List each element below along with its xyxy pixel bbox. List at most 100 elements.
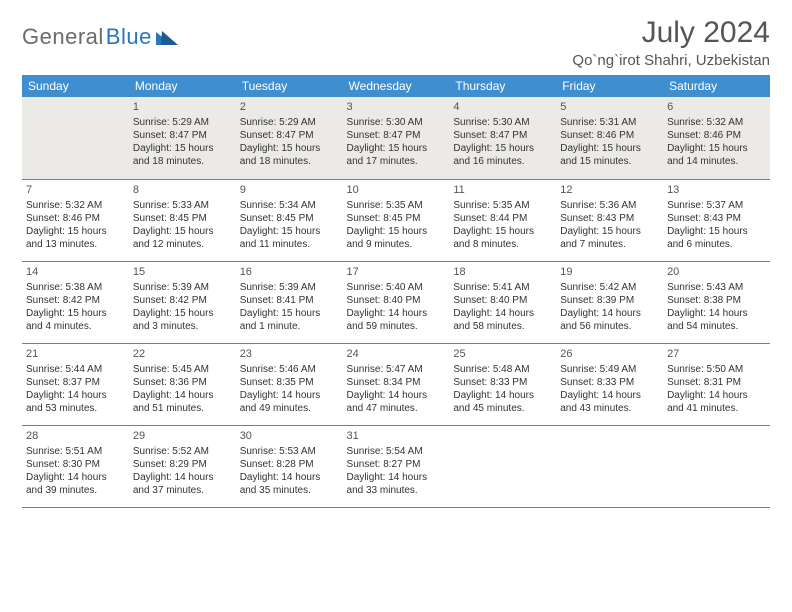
calendar-day: 13Sunrise: 5:37 AMSunset: 8:43 PMDayligh… <box>663 179 770 261</box>
day-number: 12 <box>560 183 659 197</box>
calendar-day: 14Sunrise: 5:38 AMSunset: 8:42 PMDayligh… <box>22 261 129 343</box>
day-info-line: Daylight: 15 hours <box>133 307 232 320</box>
weekday-header: Monday <box>129 75 236 97</box>
logo: GeneralBlue <box>22 24 178 50</box>
day-info-line: Daylight: 15 hours <box>453 225 552 238</box>
day-number: 23 <box>240 347 339 361</box>
day-info-line: and 7 minutes. <box>560 238 659 251</box>
weekday-header: Saturday <box>663 75 770 97</box>
day-info-line: Sunset: 8:41 PM <box>240 294 339 307</box>
day-info-line: Daylight: 14 hours <box>347 307 446 320</box>
day-info-line: Sunrise: 5:39 AM <box>133 281 232 294</box>
logo-text-blue: Blue <box>106 24 152 50</box>
day-info-line: and 59 minutes. <box>347 320 446 333</box>
day-info-line: Daylight: 14 hours <box>133 389 232 402</box>
day-number: 16 <box>240 265 339 279</box>
day-info-line: Sunrise: 5:44 AM <box>26 363 125 376</box>
calendar-day: 19Sunrise: 5:42 AMSunset: 8:39 PMDayligh… <box>556 261 663 343</box>
day-info-line: Sunset: 8:46 PM <box>26 212 125 225</box>
calendar-day: 22Sunrise: 5:45 AMSunset: 8:36 PMDayligh… <box>129 343 236 425</box>
weekday-header: Friday <box>556 75 663 97</box>
day-info-line: and 18 minutes. <box>240 155 339 168</box>
day-number: 3 <box>347 100 446 114</box>
day-info-line: Daylight: 15 hours <box>667 142 766 155</box>
day-info-line: Sunset: 8:35 PM <box>240 376 339 389</box>
day-number: 1 <box>133 100 232 114</box>
day-info-line: Sunset: 8:31 PM <box>667 376 766 389</box>
day-info-line: and 51 minutes. <box>133 402 232 415</box>
day-number: 26 <box>560 347 659 361</box>
day-info-line: and 12 minutes. <box>133 238 232 251</box>
day-info-line: Sunset: 8:45 PM <box>133 212 232 225</box>
calendar-table: SundayMondayTuesdayWednesdayThursdayFrid… <box>22 75 770 508</box>
header: GeneralBlue July 2024 Qo`ng`irot Shahri,… <box>22 16 770 69</box>
day-info-line: Sunset: 8:47 PM <box>453 129 552 142</box>
calendar-body: 1Sunrise: 5:29 AMSunset: 8:47 PMDaylight… <box>22 97 770 507</box>
day-number: 30 <box>240 429 339 443</box>
day-info-line: Daylight: 15 hours <box>26 307 125 320</box>
day-info-line: Daylight: 15 hours <box>133 142 232 155</box>
day-info-line: Sunrise: 5:47 AM <box>347 363 446 376</box>
day-info-line: Sunset: 8:42 PM <box>133 294 232 307</box>
calendar-week: 28Sunrise: 5:51 AMSunset: 8:30 PMDayligh… <box>22 425 770 507</box>
day-info-line: and 39 minutes. <box>26 484 125 497</box>
day-info-line: and 11 minutes. <box>240 238 339 251</box>
logo-triangle-icon <box>156 29 178 45</box>
day-info-line: Sunrise: 5:30 AM <box>347 116 446 129</box>
day-info-line: Sunrise: 5:43 AM <box>667 281 766 294</box>
day-info-line: Sunset: 8:34 PM <box>347 376 446 389</box>
day-number: 27 <box>667 347 766 361</box>
day-info-line: Daylight: 15 hours <box>240 307 339 320</box>
day-info-line: Sunset: 8:37 PM <box>26 376 125 389</box>
day-info-line: Sunset: 8:38 PM <box>667 294 766 307</box>
weekday-header: Sunday <box>22 75 129 97</box>
day-info-line: Sunrise: 5:34 AM <box>240 199 339 212</box>
calendar-day: 5Sunrise: 5:31 AMSunset: 8:46 PMDaylight… <box>556 97 663 179</box>
day-info-line: Sunrise: 5:42 AM <box>560 281 659 294</box>
day-info-line: Sunrise: 5:53 AM <box>240 445 339 458</box>
day-info-line: Daylight: 14 hours <box>667 389 766 402</box>
day-number: 4 <box>453 100 552 114</box>
calendar-day: 31Sunrise: 5:54 AMSunset: 8:27 PMDayligh… <box>343 425 450 507</box>
day-info-line: Sunset: 8:33 PM <box>453 376 552 389</box>
day-info-line: and 58 minutes. <box>453 320 552 333</box>
day-info-line: and 4 minutes. <box>26 320 125 333</box>
day-info-line: Sunset: 8:33 PM <box>560 376 659 389</box>
day-number: 9 <box>240 183 339 197</box>
day-info-line: Sunrise: 5:36 AM <box>560 199 659 212</box>
day-info-line: Sunset: 8:45 PM <box>347 212 446 225</box>
title-block: July 2024 Qo`ng`irot Shahri, Uzbekistan <box>572 16 770 69</box>
day-info-line: Sunset: 8:43 PM <box>667 212 766 225</box>
calendar-day: 4Sunrise: 5:30 AMSunset: 8:47 PMDaylight… <box>449 97 556 179</box>
day-number: 21 <box>26 347 125 361</box>
calendar-day: 30Sunrise: 5:53 AMSunset: 8:28 PMDayligh… <box>236 425 343 507</box>
day-info-line: Sunrise: 5:52 AM <box>133 445 232 458</box>
day-info-line: and 13 minutes. <box>26 238 125 251</box>
weekday-header: Thursday <box>449 75 556 97</box>
day-info-line: and 18 minutes. <box>133 155 232 168</box>
day-info-line: Sunrise: 5:49 AM <box>560 363 659 376</box>
day-info-line: Sunset: 8:39 PM <box>560 294 659 307</box>
day-info-line: Sunset: 8:36 PM <box>133 376 232 389</box>
calendar-day: 29Sunrise: 5:52 AMSunset: 8:29 PMDayligh… <box>129 425 236 507</box>
calendar-day: 23Sunrise: 5:46 AMSunset: 8:35 PMDayligh… <box>236 343 343 425</box>
day-info-line: Sunset: 8:42 PM <box>26 294 125 307</box>
day-number: 8 <box>133 183 232 197</box>
calendar-page: GeneralBlue July 2024 Qo`ng`irot Shahri,… <box>0 0 792 524</box>
day-info-line: Sunset: 8:47 PM <box>240 129 339 142</box>
day-info-line: Daylight: 14 hours <box>453 307 552 320</box>
weekday-row: SundayMondayTuesdayWednesdayThursdayFrid… <box>22 75 770 97</box>
day-info-line: Sunset: 8:28 PM <box>240 458 339 471</box>
day-info-line: Daylight: 14 hours <box>347 471 446 484</box>
day-info-line: Sunset: 8:46 PM <box>560 129 659 142</box>
day-info-line: Sunrise: 5:31 AM <box>560 116 659 129</box>
day-info-line: Sunset: 8:45 PM <box>240 212 339 225</box>
day-number: 5 <box>560 100 659 114</box>
day-number: 17 <box>347 265 446 279</box>
day-number: 10 <box>347 183 446 197</box>
day-info-line: Daylight: 15 hours <box>347 225 446 238</box>
day-info-line: Daylight: 14 hours <box>560 389 659 402</box>
day-number: 2 <box>240 100 339 114</box>
day-info-line: Sunset: 8:44 PM <box>453 212 552 225</box>
day-info-line: Sunrise: 5:46 AM <box>240 363 339 376</box>
